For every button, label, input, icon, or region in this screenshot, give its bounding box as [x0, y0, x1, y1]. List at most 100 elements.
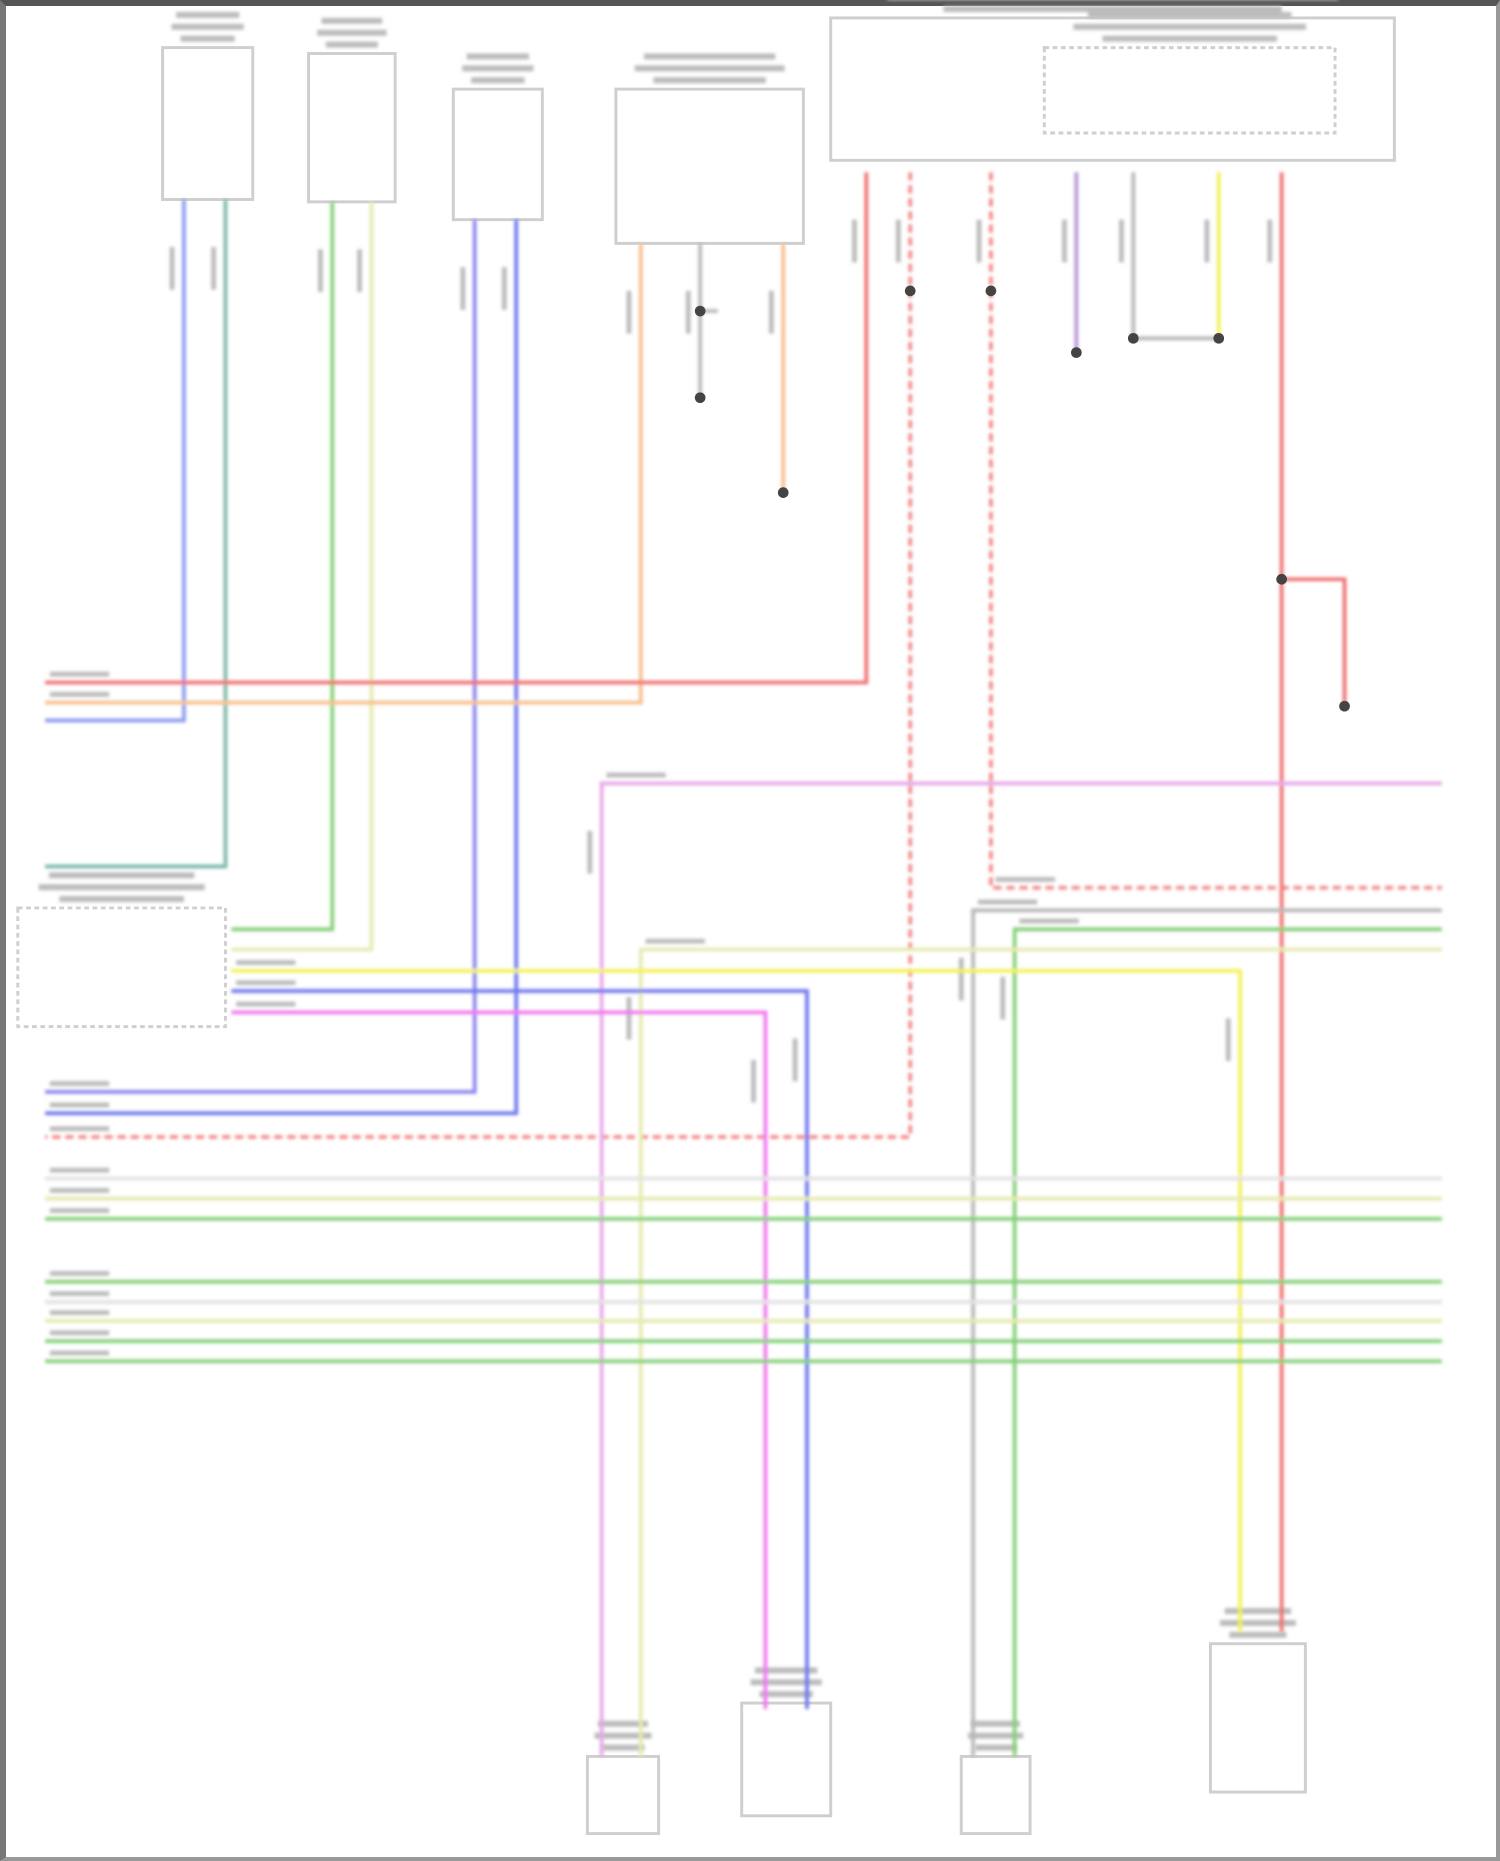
component-box	[614, 87, 805, 245]
wire-pale-yellow	[231, 201, 374, 952]
wire-orange	[45, 243, 643, 705]
wire-code-placeholder	[645, 938, 705, 944]
wire-red	[45, 172, 869, 685]
junction-dot	[1127, 332, 1139, 344]
wire-red-dashed	[989, 172, 1442, 890]
wire-code-placeholder	[49, 1126, 110, 1132]
wire-purple-blue	[45, 219, 477, 1094]
wire-yellow	[231, 968, 1243, 1632]
wire-code-placeholder	[976, 219, 982, 263]
wire-code-placeholder	[49, 671, 110, 677]
label-placeholder	[325, 41, 378, 48]
wire-code-placeholder	[49, 1188, 110, 1193]
wire-code-placeholder	[49, 1310, 110, 1315]
label-placeholder	[1073, 23, 1306, 30]
label-placeholder	[975, 1744, 1017, 1751]
module-inner-box	[1042, 46, 1337, 135]
wire-code-placeholder	[1225, 1018, 1231, 1062]
component-box	[307, 52, 397, 204]
wire-code-placeholder	[236, 1001, 296, 1007]
speaker-box	[585, 1754, 661, 1836]
junction-dot	[985, 285, 997, 297]
speaker-box	[959, 1754, 1032, 1836]
wire-code-placeholder	[606, 772, 666, 778]
junction-dot	[777, 487, 789, 498]
label-placeholder	[321, 17, 383, 24]
junction-dot	[694, 305, 706, 317]
wire-teal	[45, 199, 228, 869]
wire-code-placeholder	[1119, 219, 1124, 263]
wire-code-placeholder	[357, 249, 362, 293]
wire-code-placeholder	[626, 290, 632, 334]
wire-code-placeholder	[236, 960, 296, 965]
wire-code-placeholder	[49, 1167, 110, 1173]
label-placeholder	[750, 1679, 822, 1686]
wire-code-placeholder	[318, 249, 323, 293]
label-placeholder	[968, 1732, 1024, 1739]
wire-code-placeholder	[501, 267, 507, 310]
wire-code-placeholder	[685, 290, 691, 334]
connector-box	[1208, 1642, 1307, 1794]
label-placeholder	[317, 29, 387, 36]
module-box	[829, 16, 1396, 162]
wire-deep-blue	[231, 989, 809, 1709]
wire-code-placeholder	[49, 691, 110, 697]
wire-code-placeholder	[852, 219, 857, 263]
wire-code-placeholder	[792, 1038, 798, 1082]
label-placeholder	[462, 65, 534, 72]
wire-green	[1012, 927, 1442, 1757]
wires	[45, 172, 1442, 1757]
wire-green	[231, 201, 335, 932]
label-placeholder	[601, 1744, 645, 1751]
wire-code-placeholder	[1000, 976, 1006, 1020]
label-placeholder	[38, 884, 205, 891]
junction-dot	[904, 285, 916, 297]
label-placeholder	[48, 872, 195, 879]
wire-code-placeholder	[211, 246, 216, 290]
component-box	[161, 46, 255, 201]
wire-code-placeholder	[460, 267, 466, 310]
wire-magenta	[231, 1010, 768, 1709]
junction-dot	[1339, 700, 1350, 712]
wire-red-dashed	[45, 172, 913, 1139]
label-placeholder	[1087, 11, 1292, 18]
wire-code-placeholder	[958, 957, 964, 1001]
wire-code-placeholder	[49, 1081, 110, 1086]
wire-blue	[45, 199, 186, 723]
components	[16, 16, 1396, 1836]
label-placeholder	[1224, 1608, 1292, 1615]
wire-pink	[599, 781, 1442, 1757]
junction-dot	[1071, 347, 1082, 358]
wire-code-placeholder	[977, 899, 1038, 905]
labels	[38, 0, 1339, 1751]
label-placeholder	[471, 77, 525, 84]
label-placeholder	[598, 1720, 648, 1727]
junction-dot	[1213, 332, 1225, 344]
label-placeholder	[644, 53, 776, 60]
label-placeholder	[180, 35, 235, 42]
wire-code-placeholder	[751, 1059, 756, 1103]
label-placeholder	[759, 1691, 813, 1698]
wire-code-placeholder	[236, 980, 296, 986]
wire-code-placeholder	[1062, 219, 1067, 263]
wire-code-placeholder	[49, 1330, 110, 1336]
wire-deep-blue	[45, 219, 519, 1116]
wire-code-placeholder	[626, 996, 632, 1040]
label-placeholder	[653, 77, 766, 84]
label-placeholder	[594, 1732, 652, 1739]
wire-code-placeholder	[49, 1208, 110, 1213]
wire-code-placeholder	[169, 246, 175, 290]
wire-code-placeholder	[995, 877, 1055, 882]
wire-code-placeholder	[895, 219, 901, 263]
component-box	[451, 87, 544, 222]
label-placeholder	[943, 6, 1282, 12]
label-placeholder	[634, 65, 785, 72]
wire-code-placeholder	[1267, 219, 1273, 263]
junction-dot	[694, 392, 706, 404]
wire-code-placeholder	[768, 290, 774, 334]
wire-code-placeholder	[1204, 219, 1210, 263]
junction-dot	[1276, 573, 1287, 585]
label-placeholder	[176, 11, 240, 18]
speaker-box	[740, 1701, 833, 1818]
